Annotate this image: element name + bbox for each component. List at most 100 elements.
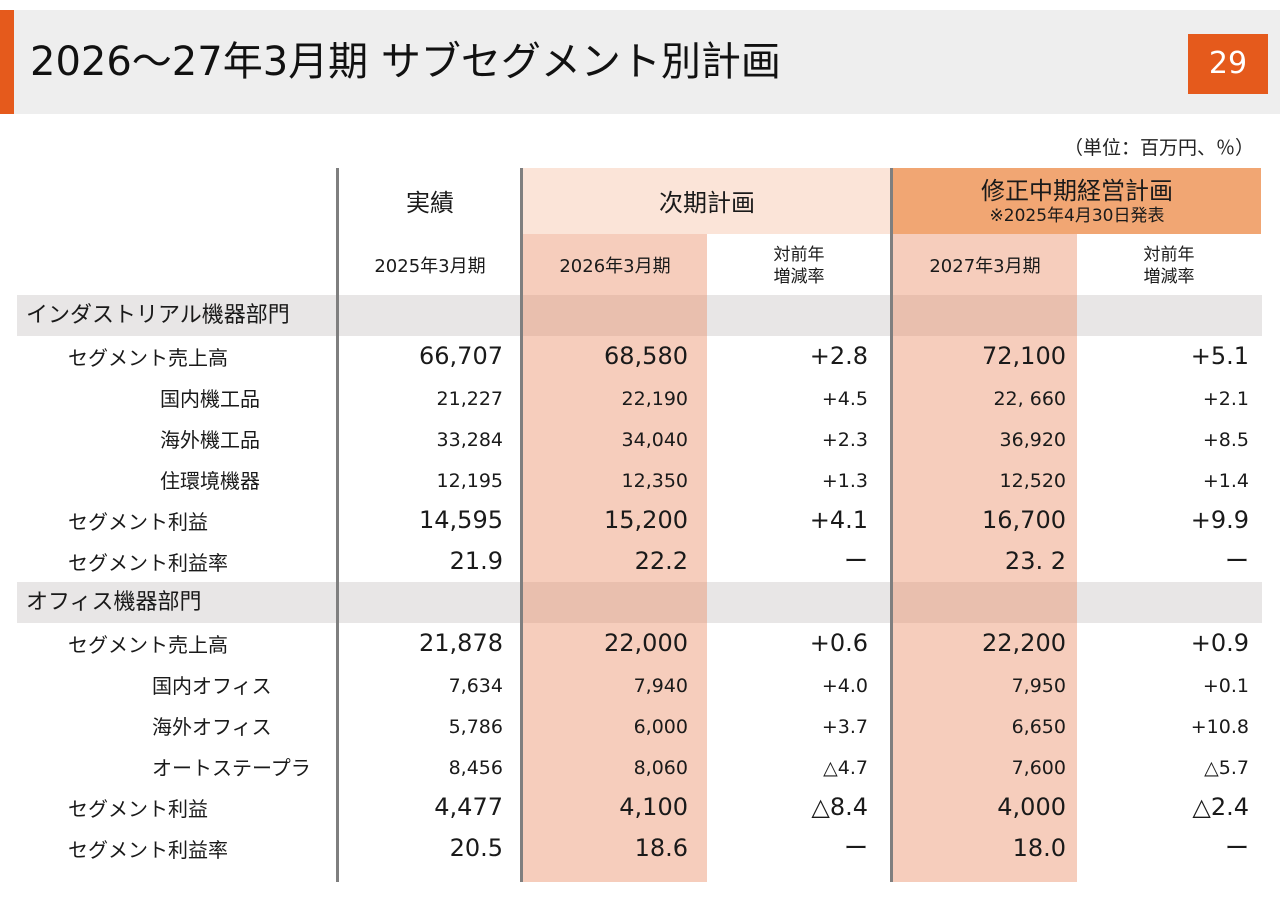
cell-plan-yoy: +1.3 [821,470,868,492]
cell-plan-yoy: △4.7 [823,757,868,779]
cell-plan-yoy: +4.0 [821,675,868,697]
row-label: セグメント売上高 [68,346,228,370]
cell-plan-yoy: +3.7 [821,716,868,738]
cell-mid: 36,920 [999,429,1066,451]
cell-plan: 68,580 [604,342,688,370]
plan-group-header: 次期計画 [659,189,755,217]
mid-yoy-header-line2: 増減率 [1143,267,1195,287]
row-label: セグメント利益率 [68,551,228,575]
cell-plan: 8,060 [633,757,688,779]
row-label: 海外オフィス [152,715,272,739]
plan-period-header: 2026年3月期 [559,256,671,277]
cell-mid: 12,520 [999,470,1066,492]
cell-plan: 4,100 [619,793,688,821]
cell-mid: 22,200 [982,629,1066,657]
cell-mid-yoy: +0.1 [1202,675,1249,697]
section-highlight-cell [523,582,707,623]
cell-actual: 12,195 [436,470,503,492]
row-label: セグメント利益 [68,797,208,821]
title-accent-bar [0,10,14,114]
plan-group-header-bg [523,168,891,234]
section-highlight-cell [893,582,1077,623]
row-label: 住環境機器 [160,469,260,493]
section-header-row: オフィス機器部門 [0,582,1262,623]
table-row: 住環境機器 12,195 12,350 +1.3 12,520 +1.4 [0,459,1262,500]
cell-mid-yoy: △2.4 [1192,793,1249,821]
table-row: セグメント利益 4,477 4,100 △8.4 4,000 △2.4 [0,787,1262,828]
cell-mid-yoy: ー [1225,547,1249,575]
cell-plan: 12,350 [621,470,688,492]
cell-plan-yoy: +0.6 [809,629,868,657]
cell-actual: 8,456 [448,757,503,779]
row-label: セグメント利益率 [68,838,228,862]
cell-mid: 6,650 [1011,716,1066,738]
cell-mid: 22, 660 [993,388,1066,410]
table-row: セグメント利益 14,595 15,200 +4.1 16,700 +9.9 [0,500,1262,541]
section-highlight-cell [893,295,1077,336]
divider-line [890,168,893,882]
section-title: オフィス機器部門 [26,590,202,615]
cell-actual: 21,227 [436,388,503,410]
row-label: 国内機工品 [160,387,260,411]
row-label: 海外機工品 [160,428,260,452]
plan-yoy-header-line1: 対前年 [773,245,825,265]
mid-column-bg [893,234,1077,882]
cell-mid: 16,700 [982,506,1066,534]
cell-plan-yoy: ー [844,834,868,862]
row-label: セグメント売上高 [68,633,228,657]
cell-plan: 22,000 [604,629,688,657]
title-bar: 2026～27年3月期 サブセグメント別計画 29 [0,10,1280,114]
table-row: セグメント売上高 66,707 68,580 +2.8 72,100 +5.1 [0,336,1262,377]
actual-group-header: 実績 [406,189,454,217]
section-highlight-cell [523,295,707,336]
divider-line [520,168,523,882]
table-row: セグメント利益率 21.9 22.2 ー 23. 2 ー [0,541,1262,582]
cell-mid-yoy: △5.7 [1204,757,1249,779]
mid-group-note: ※2025年4月30日発表 [989,206,1165,226]
cell-mid-yoy: +5.1 [1190,342,1249,370]
row-label: 国内オフィス [152,674,272,698]
section-title: インダストリアル機器部門 [26,303,290,328]
cell-actual: 66,707 [419,342,503,370]
cell-mid: 72,100 [982,342,1066,370]
cell-plan-yoy: +4.1 [809,506,868,534]
row-label: オートステープラ [152,756,311,780]
cell-mid: 7,600 [1011,757,1066,779]
cell-mid-yoy: ー [1225,834,1249,862]
cell-plan: 34,040 [621,429,688,451]
table-row: 海外機工品 33,284 34,040 +2.3 36,920 +8.5 [0,418,1262,459]
row-label: セグメント利益 [68,510,208,534]
cell-actual: 20.5 [449,834,503,862]
actual-period-header: 2025年3月期 [374,256,486,277]
page-title: 2026～27年3月期 サブセグメント別計画 [30,39,781,85]
cell-plan: 7,940 [633,675,688,697]
divider-line [336,168,339,882]
cell-mid-yoy: +10.8 [1190,716,1249,738]
cell-actual: 21,878 [419,629,503,657]
table-row: セグメント利益率 20.5 18.6 ー 18.0 ー [0,828,1262,869]
cell-plan: 22.2 [634,547,688,575]
cell-actual: 21.9 [449,547,503,575]
cell-plan-yoy: +2.3 [821,429,868,451]
cell-mid: 18.0 [1012,834,1066,862]
plan-yoy-header-line2: 増減率 [773,267,825,287]
page-number-badge: 29 [1188,34,1268,94]
cell-actual: 33,284 [436,429,503,451]
cell-mid: 23. 2 [1004,547,1066,575]
cell-mid-yoy: +2.1 [1202,388,1249,410]
cell-mid: 4,000 [997,793,1066,821]
mid-group-header-bg [893,168,1261,234]
unit-note: （単位：百万円、％） [1063,137,1254,159]
plan-column-bg [523,234,707,882]
mid-yoy-header-line1: 対前年 [1143,245,1195,265]
section-header-row: インダストリアル機器部門 [0,295,1262,336]
table-row: 国内オフィス 7,634 7,940 +4.0 7,950 +0.1 [0,664,1262,705]
cell-plan: 18.6 [634,834,688,862]
cell-plan: 15,200 [604,506,688,534]
cell-mid-yoy: +0.9 [1190,629,1249,657]
cell-actual: 5,786 [448,716,503,738]
cell-actual: 7,634 [448,675,503,697]
table-row: 国内機工品 21,227 22,190 +4.5 22, 660 +2.1 [0,377,1262,418]
table-row: セグメント売上高 21,878 22,000 +0.6 22,200 +0.9 [0,623,1262,664]
cell-mid-yoy: +1.4 [1202,470,1249,492]
